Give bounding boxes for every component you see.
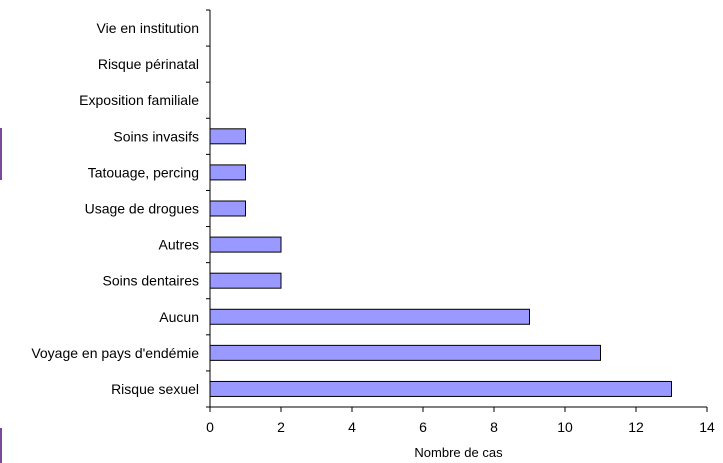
category-label: Vie en institution [97, 20, 199, 36]
x-ticks-group [206, 9, 708, 412]
x-tick-label: 14 [699, 419, 715, 435]
category-label: Exposition familiale [79, 92, 199, 108]
bar [209, 344, 601, 361]
category-label: Risque périnatal [98, 56, 199, 72]
category-label: Tatouage, percing [88, 164, 199, 180]
bar [209, 272, 282, 289]
x-axis-title: Nombre de cas [414, 445, 503, 460]
category-label: Risque sexuel [111, 381, 199, 397]
category-label: Autres [159, 237, 199, 253]
category-label: Soins invasifs [113, 128, 199, 144]
category-label: Voyage en pays d'endémie [31, 345, 199, 361]
x-tick-label: 4 [348, 419, 356, 435]
x-tick-label: 8 [490, 419, 498, 435]
bar [209, 200, 246, 217]
category-label: Soins dentaires [102, 273, 199, 289]
bar [209, 164, 246, 181]
x-tick-label: 10 [557, 419, 573, 435]
x-tick-label: 12 [628, 419, 644, 435]
category-label: Usage de drogues [85, 201, 199, 217]
bar [209, 236, 282, 253]
bar [209, 308, 530, 325]
bars-group [209, 128, 672, 397]
category-label: Aucun [159, 309, 199, 325]
bar [209, 380, 672, 397]
x-tick-label: 0 [206, 419, 214, 435]
left-edge-mark-top [0, 128, 2, 180]
left-edge-mark-bottom [0, 428, 2, 463]
x-tick-labels-group: 0 2 4 6 8 10 12 14 [206, 419, 715, 435]
x-tick-label: 6 [419, 419, 427, 435]
category-labels-group: Vie en institution Risque périnatal Exposi… [31, 20, 199, 397]
x-tick-label: 2 [277, 419, 285, 435]
bar [209, 128, 246, 145]
